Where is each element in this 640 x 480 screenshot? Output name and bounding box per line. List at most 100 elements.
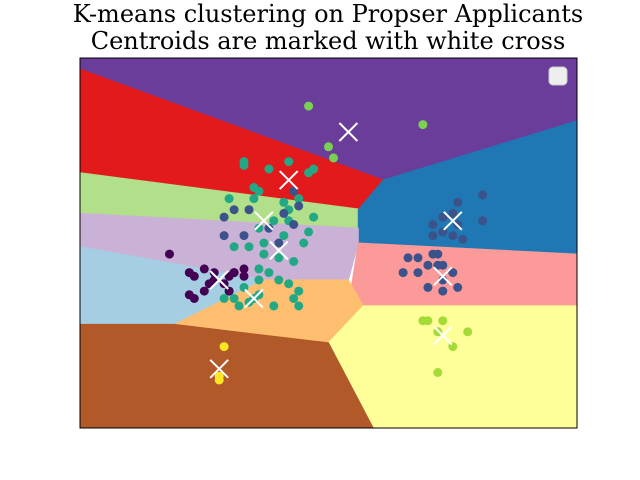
data-point xyxy=(453,197,463,207)
data-point xyxy=(234,301,244,311)
centroid-marker xyxy=(244,288,264,309)
data-point xyxy=(309,212,319,222)
data-point xyxy=(448,231,458,241)
data-point xyxy=(403,253,413,263)
data-point xyxy=(438,260,448,270)
decision-region-7 xyxy=(347,242,577,307)
data-point xyxy=(184,290,194,300)
data-point xyxy=(199,286,209,296)
data-point xyxy=(254,186,264,196)
data-point xyxy=(229,205,239,215)
chart-subtitle: Centroids are marked with white cross xyxy=(91,27,566,55)
data-point xyxy=(219,212,229,222)
data-point xyxy=(423,282,433,292)
data-point xyxy=(254,264,264,274)
data-point xyxy=(289,186,299,196)
data-point xyxy=(309,164,319,174)
data-point xyxy=(264,164,274,174)
data-point xyxy=(274,238,284,248)
plot-frame xyxy=(79,57,578,429)
centroid-marker xyxy=(433,266,453,287)
data-point xyxy=(229,268,239,278)
centroid-marker xyxy=(254,211,274,231)
data-point xyxy=(219,231,229,241)
data-point xyxy=(279,231,289,241)
data-point xyxy=(294,286,304,296)
data-point xyxy=(453,282,463,292)
data-point xyxy=(418,120,428,130)
data-point xyxy=(239,264,249,274)
data-point xyxy=(448,208,458,218)
data-point xyxy=(244,205,254,215)
data-point xyxy=(438,212,448,222)
legend-box xyxy=(548,66,568,86)
centroid-marker xyxy=(269,240,289,261)
data-point xyxy=(458,234,468,244)
centroid-marker xyxy=(209,359,229,379)
data-point xyxy=(329,153,338,163)
data-point xyxy=(165,249,174,259)
data-point xyxy=(239,160,249,170)
legend xyxy=(548,66,568,86)
data-point xyxy=(264,268,274,278)
data-points xyxy=(165,101,488,385)
data-point xyxy=(299,238,309,248)
data-point xyxy=(264,223,274,233)
data-point xyxy=(279,208,289,218)
data-point xyxy=(448,268,458,278)
data-point xyxy=(259,238,269,248)
data-point xyxy=(304,101,314,111)
data-point xyxy=(428,231,438,241)
data-point xyxy=(289,257,299,266)
data-point xyxy=(289,220,299,229)
centroid-marker xyxy=(433,325,453,346)
data-point xyxy=(428,249,438,259)
data-point xyxy=(274,275,284,285)
data-point xyxy=(224,194,234,204)
data-point xyxy=(428,220,438,229)
data-point xyxy=(244,242,254,252)
data-point xyxy=(219,342,229,352)
data-point xyxy=(189,271,199,281)
data-point xyxy=(413,253,423,263)
data-point xyxy=(423,316,433,326)
data-point xyxy=(274,253,284,263)
centroid-marker xyxy=(338,122,359,142)
data-point xyxy=(438,286,448,296)
data-point xyxy=(209,268,219,278)
data-point xyxy=(254,223,264,233)
data-point xyxy=(214,375,224,385)
data-point xyxy=(219,294,229,303)
data-point xyxy=(239,231,249,241)
data-point xyxy=(294,201,304,211)
data-point xyxy=(249,194,259,204)
data-point xyxy=(463,327,473,337)
data-point xyxy=(254,275,264,285)
data-point xyxy=(259,249,269,259)
data-point xyxy=(413,268,423,278)
centroid-marker xyxy=(209,270,229,290)
data-point xyxy=(284,157,294,167)
data-point xyxy=(433,368,443,377)
centroid-marker xyxy=(443,211,463,231)
data-point xyxy=(478,190,488,200)
data-point xyxy=(279,197,289,207)
data-point xyxy=(294,194,304,204)
data-point xyxy=(438,316,448,326)
data-point xyxy=(269,216,279,226)
data-point xyxy=(423,260,433,270)
data-point xyxy=(239,271,249,281)
data-point xyxy=(229,242,239,252)
chart-title: K-means clustering on Propser Applicants xyxy=(73,0,583,28)
data-point xyxy=(199,264,209,274)
data-point xyxy=(478,216,488,226)
decision-region-9 xyxy=(327,305,577,428)
decision-regions xyxy=(80,58,577,428)
data-point xyxy=(398,268,408,278)
data-point xyxy=(284,279,294,289)
data-point xyxy=(289,294,299,303)
data-point xyxy=(294,301,304,311)
centroid-marker xyxy=(278,170,299,190)
data-point xyxy=(229,294,239,303)
